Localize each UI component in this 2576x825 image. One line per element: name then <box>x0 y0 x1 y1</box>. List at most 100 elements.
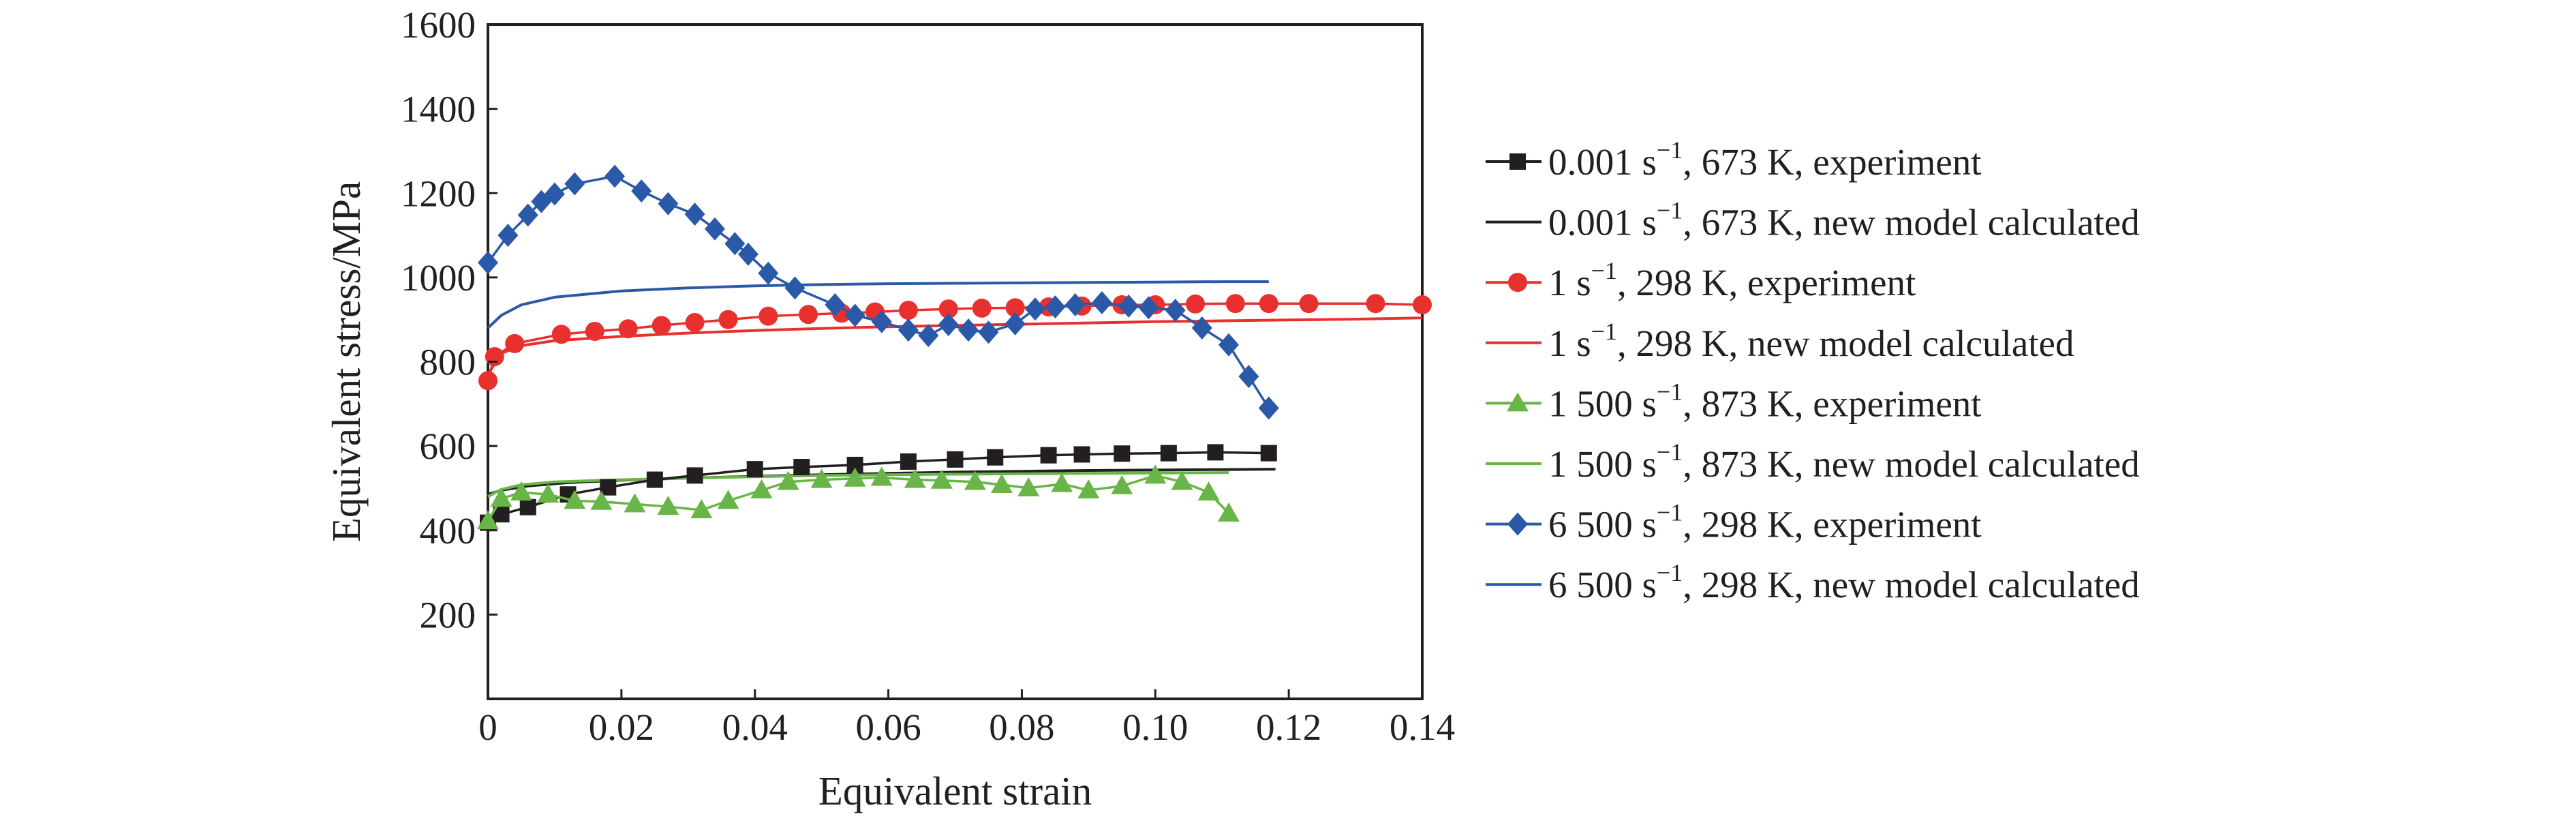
data-point <box>1165 299 1186 322</box>
data-point <box>918 324 939 348</box>
data-point <box>600 479 617 496</box>
data-point <box>987 449 1004 466</box>
data-point <box>478 371 497 391</box>
series-layer <box>477 164 1432 531</box>
data-point <box>1366 294 1385 314</box>
data-point <box>686 467 703 484</box>
data-point <box>551 325 571 344</box>
data-point <box>717 490 739 509</box>
data-point <box>1144 464 1167 484</box>
data-point <box>1073 446 1090 463</box>
x-tick-label: 0.04 <box>722 706 788 748</box>
series-2-experiment <box>478 294 1432 391</box>
data-point <box>737 242 758 266</box>
legend-label: 1 s−1, 298 K, experiment <box>1548 257 1916 303</box>
data-point <box>938 299 958 319</box>
data-point <box>618 319 638 339</box>
data-point <box>724 232 746 256</box>
data-point <box>1017 477 1040 496</box>
data-point <box>477 510 499 530</box>
y-tick-label: 1200 <box>401 172 476 214</box>
data-point <box>844 303 865 327</box>
series-7-model <box>487 280 1269 329</box>
x-tick-label: 0.12 <box>1256 706 1321 748</box>
series-7-line <box>487 280 1269 329</box>
data-point <box>1238 365 1259 389</box>
data-point <box>685 313 705 333</box>
data-point <box>537 483 559 503</box>
legend-marker <box>1508 273 1527 292</box>
data-point <box>1259 294 1278 314</box>
data-point <box>585 321 604 341</box>
data-point <box>519 498 536 515</box>
series-6-experiment <box>478 164 1279 420</box>
data-point <box>1197 481 1220 501</box>
series-3-line <box>487 316 1423 376</box>
data-point <box>485 347 504 367</box>
data-point <box>777 470 799 490</box>
data-point <box>870 466 893 486</box>
data-point <box>517 203 538 227</box>
data-point <box>684 202 705 226</box>
legend-entry-0: 0.001 s−1, 673 K, experiment <box>1486 136 1982 183</box>
data-point <box>898 301 918 320</box>
data-point <box>1207 444 1224 461</box>
data-point <box>1260 445 1277 462</box>
y-tick-label: 200 <box>420 594 476 635</box>
data-point <box>624 493 646 513</box>
legend-label: 1 s−1, 298 K, new model calculated <box>1548 318 2074 364</box>
data-point <box>631 179 652 203</box>
data-point <box>1160 445 1177 462</box>
data-point <box>1051 472 1073 492</box>
plot-frame <box>487 23 1424 700</box>
data-point <box>900 453 917 470</box>
data-point <box>1225 294 1245 314</box>
data-point <box>1191 316 1212 340</box>
legend-label: 0.001 s−1, 673 K, new model calculated <box>1548 197 2140 243</box>
data-point <box>1045 295 1066 319</box>
legend-entry-2: 1 s−1, 298 K, experiment <box>1486 257 1916 303</box>
data-point <box>799 305 818 325</box>
data-point <box>604 164 626 188</box>
series-4-experiment <box>477 464 1240 530</box>
x-axis-label: Equivalent strain <box>818 768 1092 813</box>
legend-label: 6 500 s−1, 298 K, experiment <box>1548 499 1982 545</box>
data-point <box>490 487 512 507</box>
data-point <box>844 467 866 487</box>
data-point <box>1218 333 1240 357</box>
data-point <box>930 469 953 489</box>
data-point <box>1005 312 1026 335</box>
data-point <box>746 461 763 478</box>
data-point <box>646 471 663 488</box>
data-point <box>651 316 671 335</box>
data-point <box>1114 445 1131 462</box>
legend-entry-6: 6 500 s−1, 298 K, experiment <box>1486 499 1982 545</box>
legend-entry-7: 6 500 s−1, 298 K, new model calculated <box>1486 559 2140 605</box>
data-point <box>758 261 779 285</box>
x-tick-label: 0.02 <box>589 706 654 748</box>
data-point <box>810 468 833 488</box>
data-point <box>1258 396 1279 420</box>
data-point <box>938 313 959 337</box>
x-tick-label: 0 <box>478 706 497 748</box>
data-point <box>1171 470 1193 490</box>
data-point <box>1118 294 1139 318</box>
data-point <box>718 310 738 329</box>
plot-area: 0 0.02 0.04 0.06 0.08 0.10 0.12 0.14 200 400 600 80… <box>401 4 1455 748</box>
x-tick-label: 0.14 <box>1390 706 1455 748</box>
data-point <box>964 470 986 490</box>
data-point <box>904 468 926 488</box>
data-point <box>972 298 992 318</box>
legend-entry-1: 0.001 s−1, 673 K, new model calculated <box>1486 197 2140 243</box>
data-point <box>657 496 679 515</box>
data-point <box>658 192 679 215</box>
data-point <box>758 306 778 326</box>
y-tick-label: 1400 <box>401 89 476 130</box>
data-point <box>497 224 519 247</box>
data-point <box>750 479 773 499</box>
ticks-layer: 0 0.02 0.04 0.06 0.08 0.10 0.12 0.14 200 400 600 80… <box>401 4 1455 748</box>
data-point <box>825 293 846 317</box>
data-point <box>1064 293 1086 317</box>
data-point <box>564 490 586 509</box>
